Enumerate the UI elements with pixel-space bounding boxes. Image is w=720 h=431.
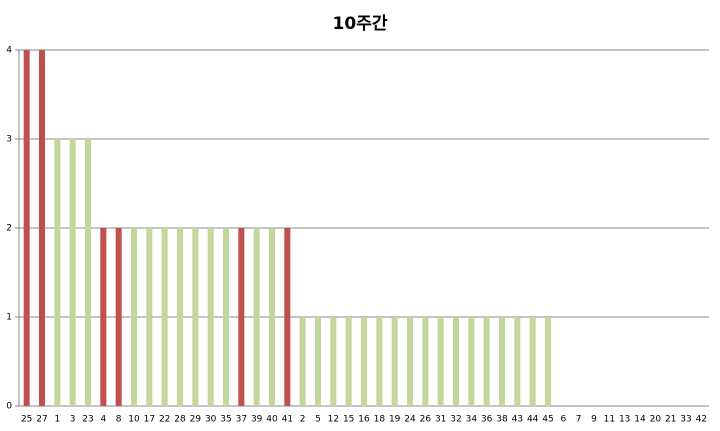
bar — [315, 317, 321, 406]
x-tick-label: 41 — [282, 415, 293, 425]
x-tick-label: 16 — [358, 415, 370, 425]
x-tick-label: 11 — [604, 415, 615, 425]
bar — [177, 228, 183, 406]
bar — [238, 228, 245, 406]
x-tick-label: 33 — [680, 415, 691, 425]
x-tick-label: 35 — [220, 415, 231, 425]
x-tick-label: 25 — [21, 415, 32, 425]
x-tick-label: 29 — [190, 415, 202, 425]
x-tick-label: 39 — [251, 415, 263, 425]
bar — [85, 139, 91, 406]
x-tick-label: 43 — [512, 415, 523, 425]
bar — [361, 317, 367, 406]
x-tick-label: 12 — [328, 415, 339, 425]
x-tick-label: 24 — [404, 415, 416, 425]
bar — [131, 228, 137, 406]
x-tick-label: 20 — [650, 415, 662, 425]
y-tick-label: 3 — [6, 135, 12, 145]
x-tick-label: 32 — [450, 415, 461, 425]
x-tick-label: 17 — [144, 415, 155, 425]
x-tick-label: 31 — [435, 415, 446, 425]
x-tick-label: 26 — [420, 415, 432, 425]
x-tick-label: 44 — [527, 415, 539, 425]
x-tick-label: 37 — [236, 415, 247, 425]
x-tick-label: 23 — [82, 415, 93, 425]
bar — [54, 139, 61, 406]
x-tick-label: 42 — [696, 415, 707, 425]
x-tick-label: 18 — [374, 415, 386, 425]
y-tick-label: 4 — [6, 46, 12, 56]
x-tick-label: 4 — [100, 415, 106, 425]
x-tick-label: 30 — [205, 415, 217, 425]
bar — [100, 228, 107, 406]
x-tick-label: 14 — [634, 415, 646, 425]
bar — [223, 228, 229, 406]
bar — [146, 228, 153, 406]
bar — [39, 50, 45, 406]
y-tick-label: 2 — [6, 224, 12, 234]
x-tick-label: 6 — [560, 415, 566, 425]
bar — [269, 228, 275, 406]
x-tick-label: 5 — [315, 415, 321, 425]
bar — [391, 317, 398, 406]
bar — [253, 228, 260, 406]
bar — [192, 228, 199, 406]
x-tick-label: 36 — [481, 415, 493, 425]
bar — [299, 317, 306, 406]
bar — [483, 317, 490, 406]
x-tick-label: 2 — [300, 415, 306, 425]
bar — [345, 317, 352, 406]
bar — [422, 317, 429, 406]
x-tick-label: 9 — [591, 415, 597, 425]
y-tick-label: 1 — [6, 313, 12, 323]
bar — [437, 317, 444, 406]
bar — [376, 317, 383, 406]
x-tick-label: 15 — [343, 415, 354, 425]
bar — [499, 317, 505, 406]
bar — [529, 317, 536, 406]
bar — [514, 317, 521, 406]
x-tick-label: 21 — [665, 415, 676, 425]
chart-title: 10주간 — [333, 14, 388, 34]
x-tick-label: 38 — [496, 415, 508, 425]
bar — [468, 317, 475, 406]
bar — [330, 317, 337, 406]
x-tick-label: 3 — [70, 415, 76, 425]
bar — [407, 317, 413, 406]
x-tick-label: 27 — [36, 415, 47, 425]
x-tick-label: 45 — [542, 415, 553, 425]
x-tick-label: 8 — [116, 415, 122, 425]
y-tick-label: 0 — [6, 402, 12, 412]
bar — [453, 317, 459, 406]
x-tick-label: 28 — [174, 415, 186, 425]
bar — [69, 139, 76, 406]
x-tick-label: 34 — [466, 415, 478, 425]
x-tick-label: 19 — [389, 415, 401, 425]
bar — [161, 228, 168, 406]
x-tick-label: 1 — [54, 415, 60, 425]
x-tick-label: 13 — [619, 415, 630, 425]
x-tick-label: 22 — [159, 415, 170, 425]
bar — [115, 228, 122, 406]
x-tick-label: 7 — [576, 415, 582, 425]
x-tick-label: 40 — [266, 415, 278, 425]
bar — [284, 228, 291, 406]
bar — [207, 228, 214, 406]
bar — [545, 317, 551, 406]
x-tick-label: 10 — [128, 415, 140, 425]
bar — [23, 50, 30, 406]
